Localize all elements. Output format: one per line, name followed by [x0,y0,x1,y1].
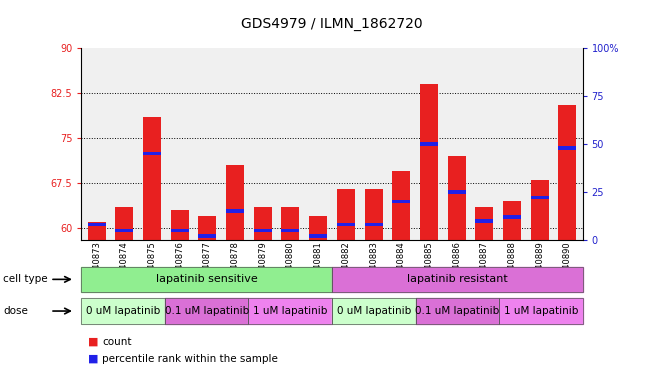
Bar [226,210,244,213]
Text: GDS4979 / ILMN_1862720: GDS4979 / ILMN_1862720 [242,17,422,31]
Bar [337,189,355,240]
Bar [115,228,133,232]
Bar [448,190,465,194]
Bar [420,142,438,146]
Bar [143,117,161,240]
Bar [503,215,521,219]
Bar [199,216,216,240]
Text: dose: dose [3,306,28,316]
Bar [143,152,161,155]
Text: 0.1 uM lapatinib: 0.1 uM lapatinib [415,306,499,316]
Bar [337,223,355,226]
Bar [88,223,105,226]
Bar [226,165,244,240]
Bar [531,196,549,199]
Bar [559,146,576,149]
Bar [475,207,493,240]
Text: percentile rank within the sample: percentile rank within the sample [102,354,278,364]
Bar [393,200,410,204]
Bar [475,219,493,222]
Bar [171,210,189,240]
Text: ■: ■ [88,337,98,347]
Text: ■: ■ [88,354,98,364]
Bar [88,222,105,240]
Text: lapatinib sensitive: lapatinib sensitive [156,274,258,285]
Text: count: count [102,337,132,347]
Bar [559,105,576,240]
Bar [254,207,271,240]
Text: 0 uM lapatinib: 0 uM lapatinib [86,306,160,316]
Bar [309,216,327,240]
Bar [254,228,271,232]
Bar [115,207,133,240]
Bar [171,228,189,232]
Text: 1 uM lapatinib: 1 uM lapatinib [504,306,578,316]
Bar [531,180,549,240]
Bar [393,171,410,240]
Bar [199,234,216,238]
Bar [420,84,438,240]
Text: cell type: cell type [3,274,48,285]
Bar [309,234,327,238]
Text: 0.1 uM lapatinib: 0.1 uM lapatinib [165,306,249,316]
Bar [281,228,299,232]
Text: 0 uM lapatinib: 0 uM lapatinib [337,306,411,316]
Text: 1 uM lapatinib: 1 uM lapatinib [253,306,327,316]
Bar [503,201,521,240]
Bar [281,207,299,240]
Bar [448,156,465,240]
Bar [365,189,383,240]
Text: lapatinib resistant: lapatinib resistant [407,274,508,285]
Bar [365,223,383,226]
